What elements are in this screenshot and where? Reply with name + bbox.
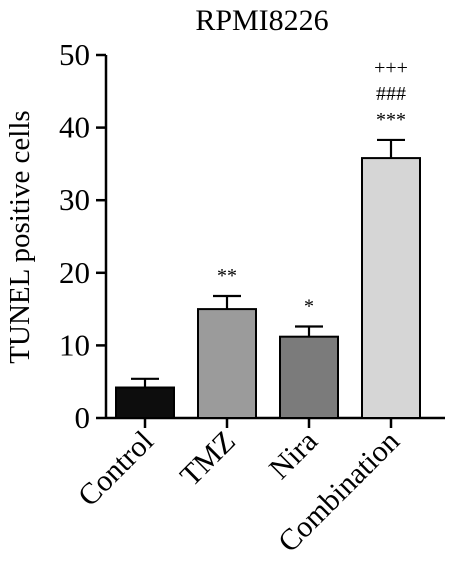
y-tick-label: 50 <box>59 37 90 72</box>
chart-title: RPMI8226 <box>195 4 328 37</box>
x-tick-label: Control <box>72 425 160 513</box>
bar-combination <box>361 157 421 419</box>
bar-nira <box>279 335 339 419</box>
y-axis-label: TUNEL positive cells <box>4 110 36 363</box>
bar-tmz <box>197 308 257 420</box>
bar-control <box>115 386 175 419</box>
significance-mark: +++ <box>374 57 408 79</box>
significance-mark: *** <box>376 109 406 131</box>
significance-mark: ** <box>217 265 237 287</box>
significance-mark: * <box>304 296 314 318</box>
y-tick-label: 40 <box>59 110 90 145</box>
x-tick-label: Nira <box>263 425 324 486</box>
y-tick-label: 20 <box>59 255 90 290</box>
bars <box>115 157 421 420</box>
y-axis-ticks: 0 10 20 30 40 50 <box>59 37 106 435</box>
error-bars <box>131 138 405 388</box>
y-tick-label: 30 <box>59 182 90 217</box>
significance-mark: ### <box>376 83 406 105</box>
y-tick-label: 10 <box>59 327 90 362</box>
x-tick-label: TMZ <box>174 425 242 493</box>
y-tick-label: 0 <box>75 400 91 435</box>
significance-marks: ******###+++ <box>217 57 408 318</box>
